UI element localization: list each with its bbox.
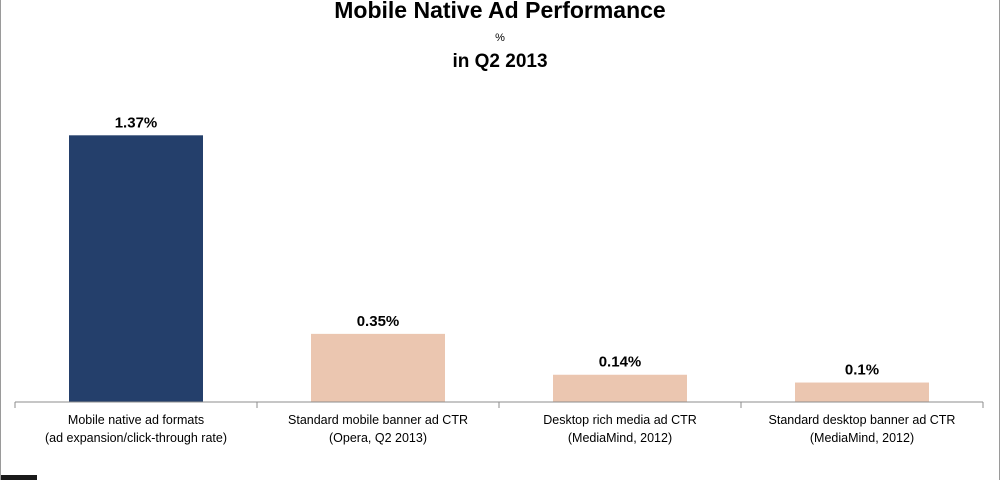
data-label-1: 1.37% — [115, 114, 158, 131]
data-label-3: 0.14% — [599, 354, 642, 371]
category-label-2-line-2: (Opera, Q2 2013) — [329, 431, 427, 445]
chart-subtitle-unit: % — [495, 32, 505, 44]
category-label-1-line-2: (ad expansion/click-through rate) — [45, 431, 227, 445]
bar-4 — [795, 382, 929, 402]
bar-1 — [69, 135, 203, 402]
data-labels-group: 1.37% 0.35% 0.14% 0.1% — [115, 114, 879, 378]
chart-title: Mobile Native Ad Performance — [334, 0, 665, 23]
category-label-2-line-1: Standard mobile banner ad CTR — [288, 413, 468, 427]
data-label-4: 0.1% — [845, 362, 879, 379]
data-label-2: 0.35% — [357, 313, 400, 330]
category-label-3-line-1: Desktop rich media ad CTR — [543, 413, 697, 427]
corner-mark — [1, 475, 37, 480]
x-axis-ticks — [14, 402, 984, 408]
bar-2 — [311, 333, 445, 402]
category-label-4-line-2: (MediaMind, 2012) — [810, 431, 914, 445]
category-labels-group: Mobile native ad formats (ad expansion/cl… — [45, 413, 955, 445]
bars-group — [69, 135, 929, 402]
category-label-4-line-1: Standard desktop banner ad CTR — [769, 413, 956, 427]
chart-subtitle-period: in Q2 2013 — [452, 51, 547, 72]
category-label-1-line-1: Mobile native ad formats — [68, 413, 204, 427]
category-label-3-line-2: (MediaMind, 2012) — [568, 431, 672, 445]
bar-3 — [553, 374, 687, 402]
